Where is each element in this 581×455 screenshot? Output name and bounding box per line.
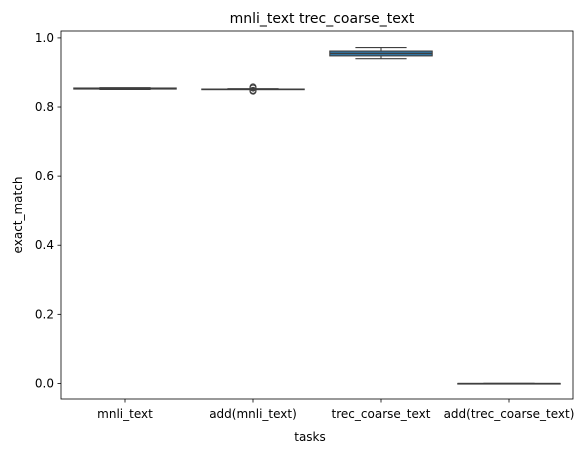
box-1 bbox=[73, 87, 177, 90]
x-axis-ticks: mnli_text add(mnli_text) trec_coarse_text a… bbox=[97, 399, 574, 421]
y-tick-label: 0.4 bbox=[35, 238, 54, 252]
y-tick-label: 0.8 bbox=[35, 100, 54, 114]
x-tick-label: mnli_text bbox=[97, 407, 153, 421]
y-axis-ticks: 0.0 0.2 0.4 0.6 0.8 1.0 bbox=[35, 31, 61, 390]
y-axis-label: exact_match bbox=[11, 177, 25, 254]
x-tick-label: trec_coarse_text bbox=[332, 407, 431, 421]
outlier-point bbox=[249, 86, 257, 94]
box-layer bbox=[73, 47, 561, 385]
x-tick-label: add(mnli_text) bbox=[209, 407, 297, 421]
box-3 bbox=[329, 47, 433, 60]
y-tick-label: 0.6 bbox=[35, 169, 54, 183]
box-2 bbox=[201, 83, 305, 95]
y-tick-label: 0.0 bbox=[35, 376, 54, 390]
x-tick-label: add(trec_coarse_text) bbox=[444, 407, 575, 421]
y-tick-label: 0.2 bbox=[35, 307, 54, 321]
x-axis-label: tasks bbox=[294, 430, 326, 444]
y-tick-label: 1.0 bbox=[35, 31, 54, 45]
outlier-point bbox=[249, 83, 257, 91]
box-4 bbox=[457, 382, 561, 385]
plot-frame bbox=[60, 30, 574, 400]
chart-title: mnli_text trec_coarse_text bbox=[230, 11, 415, 27]
